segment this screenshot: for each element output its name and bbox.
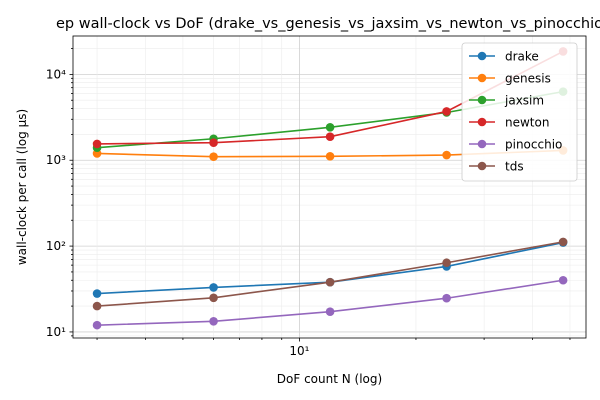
chart-title: ep wall-clock vs DoF (drake_vs_genesis_v… — [56, 16, 600, 32]
legend-label: drake — [505, 50, 539, 64]
legend-label: newton — [505, 116, 549, 130]
legend-label: pinocchio — [505, 138, 562, 152]
data-point — [209, 152, 218, 161]
data-point — [442, 293, 451, 303]
legend-item-newton: newton — [469, 116, 549, 130]
legend-marker — [477, 161, 487, 171]
data-point — [442, 258, 451, 268]
data-point — [325, 122, 335, 132]
series-line — [96, 241, 564, 307]
data-point — [209, 283, 218, 292]
legend-item-genesis: genesis — [469, 72, 551, 86]
data-point — [325, 277, 335, 287]
legend-label: jaxsim — [504, 94, 544, 108]
legend-item-jaxsim: jaxsim — [469, 94, 544, 108]
legend: drake genesis jaxsim newton pinocchio tds — [461, 42, 578, 182]
data-point — [92, 289, 102, 298]
data-point — [442, 107, 451, 116]
data-point — [92, 301, 102, 311]
legend-item-tds: tds — [469, 160, 524, 174]
legend-marker — [477, 73, 487, 83]
series-tds — [92, 237, 568, 311]
legend-item-drake: drake — [469, 50, 539, 64]
legend-marker — [477, 95, 487, 105]
x-tick-label: 10¹ — [289, 344, 309, 358]
y-tick-label: 10³ — [46, 153, 66, 167]
data-point — [325, 132, 335, 142]
legend-marker — [477, 51, 487, 61]
legend-marker — [477, 139, 487, 149]
data-point — [92, 139, 102, 149]
data-point — [209, 293, 218, 303]
plot-frame — [72, 35, 587, 339]
legend-item-pinocchio: pinocchio — [469, 138, 562, 152]
y-axis-label: wall-clock per call (log µs) — [15, 109, 29, 265]
data-point — [209, 138, 218, 148]
y-tick-label: 10¹ — [46, 325, 66, 339]
data-point — [558, 275, 568, 285]
data-point — [325, 152, 335, 161]
series-drake — [92, 238, 568, 298]
data-point — [209, 317, 218, 326]
legend-label: genesis — [505, 72, 551, 86]
ticks: 10¹ 10² 10³ 10⁴ 10¹ — [46, 48, 571, 358]
data-point — [325, 307, 335, 317]
y-tick-label: 10² — [46, 239, 66, 253]
data-point — [442, 150, 451, 160]
x-axis-label: DoF count N (log) — [277, 372, 382, 386]
data-point — [92, 320, 102, 330]
legend-marker — [477, 117, 487, 127]
legend-label: tds — [505, 160, 524, 174]
series-line — [97, 279, 564, 326]
data-point — [558, 237, 568, 247]
series-pinocchio — [92, 275, 568, 330]
y-tick-label: 10⁴ — [46, 67, 66, 81]
